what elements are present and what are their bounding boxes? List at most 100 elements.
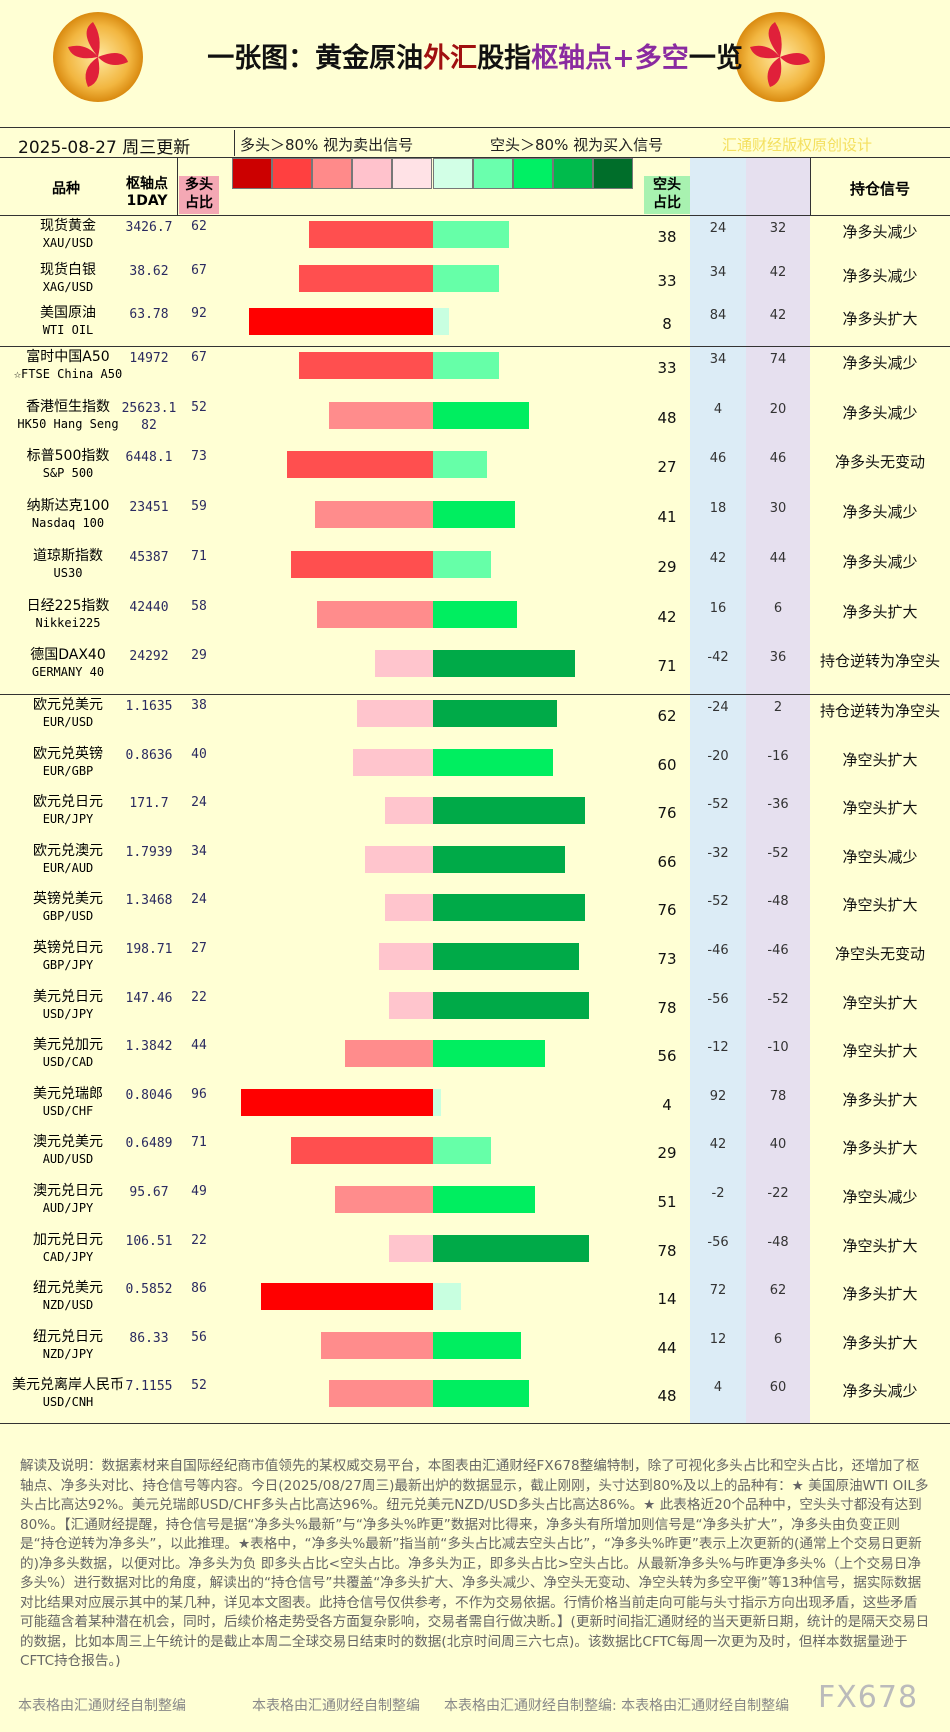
long-pct: 52 bbox=[191, 1378, 207, 1394]
row-name: 美元兑离岸人民币 bbox=[12, 1377, 124, 1394]
signal: 净空头减少 bbox=[842, 1188, 918, 1206]
name-cell: 香港恒生指数 HK50 Hang Seng bbox=[4, 399, 132, 433]
short-bar bbox=[433, 748, 553, 776]
rule bbox=[177, 158, 178, 215]
short-bar bbox=[433, 1283, 461, 1311]
long-pct: 52 bbox=[191, 399, 207, 415]
signal: 持仓逆转为净空头 bbox=[819, 652, 940, 671]
row-code: AUD/JPY bbox=[42, 1201, 94, 1215]
row-name: 纳斯达克100 bbox=[26, 498, 110, 515]
signal: 净多头扩大 bbox=[842, 1139, 918, 1158]
pivot: 171.7 bbox=[129, 796, 169, 812]
row-name: 香港恒生指数 bbox=[26, 398, 110, 415]
long-bar bbox=[379, 943, 433, 970]
short-pct: 76 bbox=[657, 804, 677, 823]
rule bbox=[0, 1423, 950, 1424]
long-bar bbox=[309, 221, 433, 248]
pivot: 6448.1 bbox=[125, 450, 173, 466]
rule bbox=[0, 346, 950, 347]
long-bar bbox=[385, 894, 433, 922]
pivot: 0.5852 bbox=[125, 1282, 173, 1298]
short-bar bbox=[433, 264, 499, 292]
row-code: Nasdaq 100 bbox=[31, 516, 105, 531]
short-pct: 44 bbox=[657, 1338, 677, 1357]
long-pct: 71 bbox=[191, 548, 207, 564]
net-latest: -32 bbox=[707, 845, 729, 861]
long-bar bbox=[385, 797, 433, 825]
net-prev: -52 bbox=[767, 845, 789, 861]
row-name: 英镑兑日元 bbox=[33, 940, 103, 956]
short-bar bbox=[433, 1234, 589, 1262]
net-prev: 40 bbox=[769, 1137, 787, 1153]
row-code: US30 bbox=[53, 565, 83, 580]
title: 一张图：黄金原油外汇股指枢轴点+多空一览 bbox=[0, 36, 950, 75]
long-bar bbox=[365, 845, 433, 873]
short-bar bbox=[433, 797, 585, 825]
name-cell: 欧元兑英镑 EUR/GBP bbox=[4, 746, 132, 780]
short-bar bbox=[433, 1040, 545, 1068]
legend-swatch bbox=[552, 158, 593, 189]
row-code: ☆FTSE China A50 bbox=[13, 367, 123, 381]
watermark: 汇通财经版权原创设计 bbox=[722, 136, 873, 154]
signal: 净多头扩大 bbox=[842, 1285, 918, 1304]
long-pct: 86 bbox=[191, 1281, 207, 1297]
pivot: 1.7939 bbox=[125, 844, 173, 860]
name-cell: 纽元兑美元 NZD/USD bbox=[4, 1280, 132, 1314]
long-pct: 38 bbox=[191, 698, 207, 713]
column-header: 品种 bbox=[52, 181, 80, 197]
title-part: 一张图：黄金原油 bbox=[207, 43, 424, 74]
long-bar bbox=[375, 650, 433, 678]
net-latest: 34 bbox=[709, 352, 727, 367]
net-prev: -36 bbox=[767, 797, 789, 813]
net-prev: -46 bbox=[767, 943, 789, 958]
net-prev: 60 bbox=[769, 1380, 787, 1396]
date: 2025-08-27 周三更新 bbox=[18, 138, 191, 158]
row-code: HK50 Hang Seng bbox=[17, 416, 119, 431]
column-header: 枢轴点 1DAY bbox=[126, 176, 168, 209]
net-prev: 2 bbox=[773, 700, 783, 715]
legend-swatch bbox=[472, 158, 513, 189]
rule bbox=[810, 158, 811, 215]
pivot: 1.3468 bbox=[125, 893, 173, 909]
long-pct: 29 bbox=[191, 648, 207, 664]
net-latest: -46 bbox=[707, 943, 729, 958]
net-prev: 46 bbox=[769, 451, 787, 467]
net-latest: -20 bbox=[707, 748, 729, 764]
short-pct: 14 bbox=[657, 1290, 677, 1309]
row-code: S&P 500 bbox=[42, 466, 94, 481]
row-code: GERMANY 40 bbox=[31, 665, 105, 680]
row-name: 标普500指数 bbox=[26, 448, 110, 465]
signal: 净空头扩大 bbox=[842, 1042, 918, 1061]
name-cell: 加元兑日元 CAD/JPY bbox=[4, 1232, 132, 1266]
long-pct: 96 bbox=[191, 1086, 207, 1102]
row-code: USD/JPY bbox=[42, 1006, 94, 1021]
net-latest: -2 bbox=[711, 1186, 725, 1201]
long-pct: 40 bbox=[191, 746, 207, 762]
rule bbox=[234, 130, 235, 156]
short-bar bbox=[433, 943, 579, 970]
net-prev: 32 bbox=[769, 221, 787, 236]
row-code: EUR/USD bbox=[42, 715, 94, 729]
row-code: GBP/JPY bbox=[42, 958, 94, 972]
row-name: 加元兑日元 bbox=[33, 1231, 103, 1248]
net-prev: -22 bbox=[767, 1186, 789, 1201]
long-bar bbox=[329, 401, 433, 429]
long-bar bbox=[389, 991, 433, 1019]
row-code: USD/CAD bbox=[42, 1055, 94, 1070]
name-cell: 现货白银 XAG/USD bbox=[4, 262, 132, 296]
signal: 净多头减少 bbox=[842, 403, 918, 422]
name-cell: 标普500指数 S&P 500 bbox=[4, 448, 132, 482]
short-pct: 29 bbox=[657, 557, 677, 576]
pivot: 63.78 bbox=[129, 307, 169, 323]
pivot: 0.8636 bbox=[125, 747, 173, 763]
signal: 净多头减少 bbox=[842, 223, 918, 241]
rule bbox=[0, 127, 950, 128]
net-latest: -12 bbox=[707, 1040, 729, 1056]
long-pct: 44 bbox=[191, 1038, 207, 1054]
net-prev: 20 bbox=[769, 401, 787, 417]
net-latest: 72 bbox=[709, 1283, 727, 1299]
footer-text: 解读及说明：数据素材来自国际经纪商市值领先的某权威交易平台，本图表由汇通财经FX… bbox=[20, 1458, 930, 1669]
pivot: 25623.182 bbox=[121, 400, 177, 433]
row-code: EUR/GBP bbox=[42, 763, 94, 778]
short-pct: 73 bbox=[657, 950, 677, 968]
